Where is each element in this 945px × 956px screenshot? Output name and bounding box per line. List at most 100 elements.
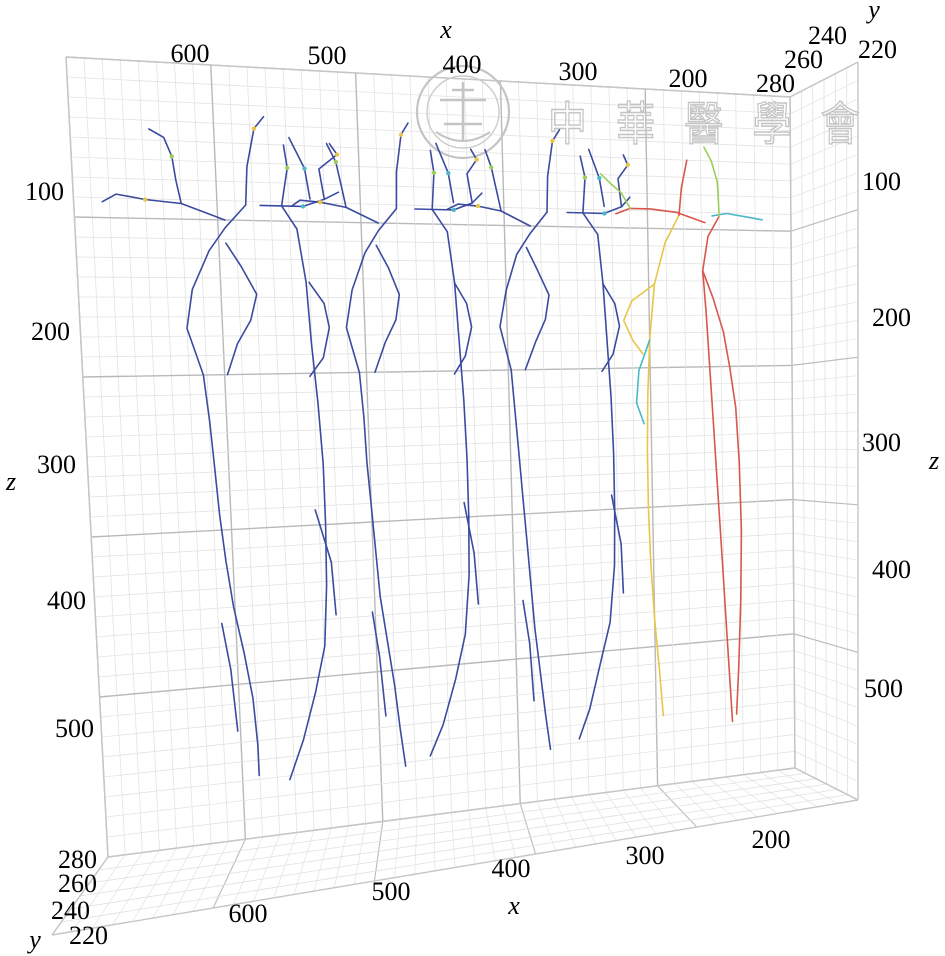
vessel-branch — [701, 269, 743, 715]
vessel-branch — [429, 208, 470, 757]
grid-line — [794, 650, 859, 672]
frame-edge — [51, 856, 109, 936]
vessel-branch — [499, 211, 552, 751]
vessel-accent — [597, 175, 602, 181]
z-tick-label-left: 100 — [25, 177, 64, 206]
y-axis-label-bottom: y — [26, 925, 41, 954]
vessel-branch — [435, 142, 455, 204]
vessel-accent — [302, 166, 307, 171]
vessel-accent — [550, 138, 555, 144]
vessel-branch — [371, 611, 387, 717]
grid-line — [96, 583, 794, 638]
grid-line — [789, 80, 859, 115]
grid-line — [98, 772, 806, 871]
society-seal-icon — [415, 64, 511, 160]
vessel-branch — [244, 116, 265, 206]
grid-line — [792, 499, 859, 506]
grid-line — [790, 98, 859, 131]
vessel-branch — [703, 146, 720, 217]
grid-line — [790, 135, 859, 165]
grid-line — [793, 633, 859, 653]
grid-line — [102, 683, 795, 758]
axis-labels: 600 500 400 300 200 600 500 400 300 200 100 200 300 4… — [5, 0, 939, 954]
grid-line — [100, 650, 795, 718]
vessel-accent — [625, 162, 631, 168]
grid-line — [791, 319, 859, 333]
grid-line — [88, 448, 793, 478]
grid-line — [794, 717, 859, 746]
vessel-branch — [678, 159, 688, 216]
vessel-accent — [489, 165, 494, 170]
x-tick-label-bottom: 200 — [752, 825, 791, 854]
vessel-branch — [617, 154, 629, 208]
grid-line — [792, 482, 859, 487]
grid-line — [791, 246, 859, 266]
grid-line — [735, 93, 744, 775]
grid-line — [86, 432, 793, 458]
vessel-branch — [280, 205, 328, 781]
vessel-branch — [587, 148, 605, 208]
vessel-accent — [251, 126, 257, 131]
vessel-branch — [374, 244, 401, 373]
y-tick-label-top: 280 — [756, 69, 795, 98]
vessel-accent — [398, 132, 404, 137]
grid-line — [793, 599, 859, 616]
grid-line — [93, 532, 794, 578]
x-tick-label-top: 300 — [559, 57, 598, 86]
grid-line — [794, 683, 859, 709]
grid-line — [790, 172, 859, 199]
vessel-accent — [451, 207, 456, 213]
x-tick-label-bottom: 400 — [492, 854, 531, 883]
x-axis-label-bottom: x — [507, 891, 520, 920]
vessel-branch — [524, 246, 550, 371]
grid-line — [662, 89, 676, 784]
watermark-text: 中 華 醫 學 會 — [548, 97, 868, 151]
x-tick-label-top: 500 — [308, 41, 347, 70]
vessel-accent — [446, 170, 451, 176]
grid-line — [499, 80, 521, 804]
grid-line — [481, 79, 504, 806]
vessel-branch — [701, 215, 734, 723]
vessel-accent — [334, 152, 340, 157]
frame-edge — [51, 799, 859, 936]
vessel-group — [599, 146, 763, 723]
grid-line — [98, 616, 794, 678]
grid-line — [793, 515, 859, 524]
vessel-branch — [453, 282, 473, 375]
x-tick-label-top: 600 — [171, 39, 210, 68]
vessel-accent — [474, 157, 479, 162]
z-tick-label-left: 400 — [47, 586, 86, 615]
x-axis-label-top: x — [439, 15, 452, 44]
vessel-branch — [314, 509, 337, 616]
vessel-branch — [622, 283, 656, 355]
vessel-branch — [610, 494, 625, 594]
x-tick-label-top: 400 — [443, 50, 482, 79]
frame-edge — [789, 61, 859, 98]
grid-line — [793, 549, 859, 561]
grid-line — [771, 95, 779, 771]
grid-line — [792, 465, 859, 469]
vessel-accent — [285, 165, 290, 171]
vessel-branch — [466, 148, 478, 204]
y-tick-label-top: 220 — [858, 35, 897, 64]
vessel-branch — [308, 281, 331, 378]
grid-line — [790, 190, 859, 215]
grid-line — [103, 700, 795, 778]
grid-line — [792, 430, 859, 433]
vessel-branch — [579, 155, 586, 214]
grid-line — [97, 599, 794, 658]
grid-line — [790, 116, 859, 148]
vessel-branch — [288, 136, 311, 200]
grid-line — [793, 616, 859, 635]
vessel-branch — [599, 173, 631, 210]
grid-line — [89, 778, 817, 884]
z-axis-label-left: z — [5, 467, 16, 496]
y-tick-label-bottom: 220 — [69, 921, 108, 950]
vessel-branch — [221, 622, 239, 732]
vessel-accent — [169, 154, 174, 159]
vessel-branch — [646, 214, 680, 717]
grid-line — [626, 87, 641, 789]
grid-line — [572, 84, 590, 795]
grid-line — [61, 794, 848, 923]
grid-line — [791, 301, 859, 316]
